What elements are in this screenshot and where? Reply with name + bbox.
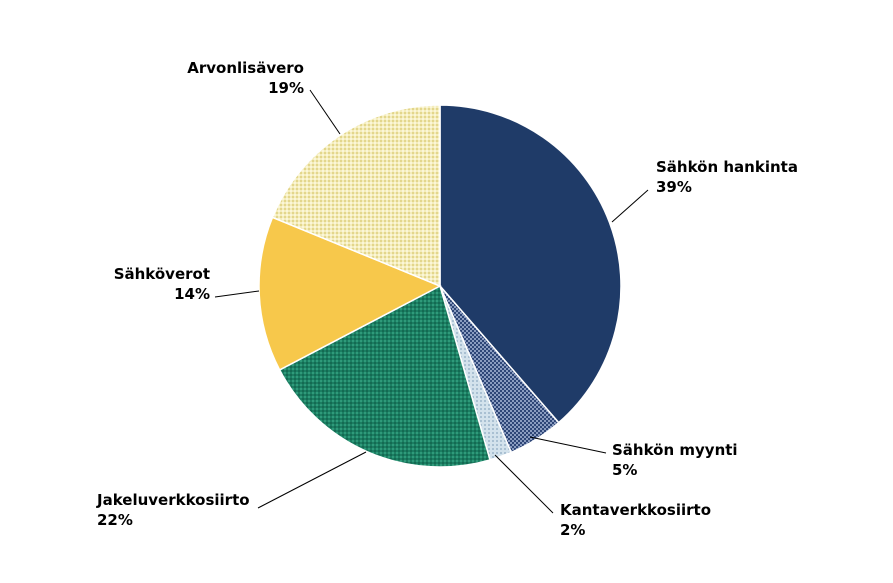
slice-label-3: Jakeluverkkosiirto — [96, 491, 250, 509]
leader-line-5 — [309, 89, 341, 135]
slice-value-label-5: 19% — [268, 79, 304, 97]
slice-value-label-0: 39% — [656, 178, 692, 196]
leader-line-3 — [257, 451, 367, 509]
slice-value-label-2: 2% — [560, 521, 585, 539]
pie-slice-5 — [271, 104, 441, 288]
slice-label-0: Sähkön hankinta — [656, 158, 798, 176]
slice-label-1: Sähkön myynti — [612, 441, 738, 459]
pie-slice-3 — [278, 284, 491, 468]
slice-value-label-4: 14% — [174, 285, 210, 303]
leader-line-1 — [529, 436, 607, 454]
slice-label-4: Sähköverot — [114, 265, 210, 283]
leader-line-0 — [611, 189, 649, 223]
pie-slice-0 — [439, 104, 622, 424]
leader-line-2 — [494, 454, 554, 514]
slice-label-5: Arvonlisävero — [187, 59, 304, 77]
pie-slice-4 — [258, 216, 442, 371]
leader-line-4 — [214, 290, 260, 298]
slice-value-label-3: 22% — [97, 511, 133, 529]
slice-label-2: Kantaverkkosiirto — [560, 501, 711, 519]
slice-value-label-1: 5% — [612, 461, 637, 479]
